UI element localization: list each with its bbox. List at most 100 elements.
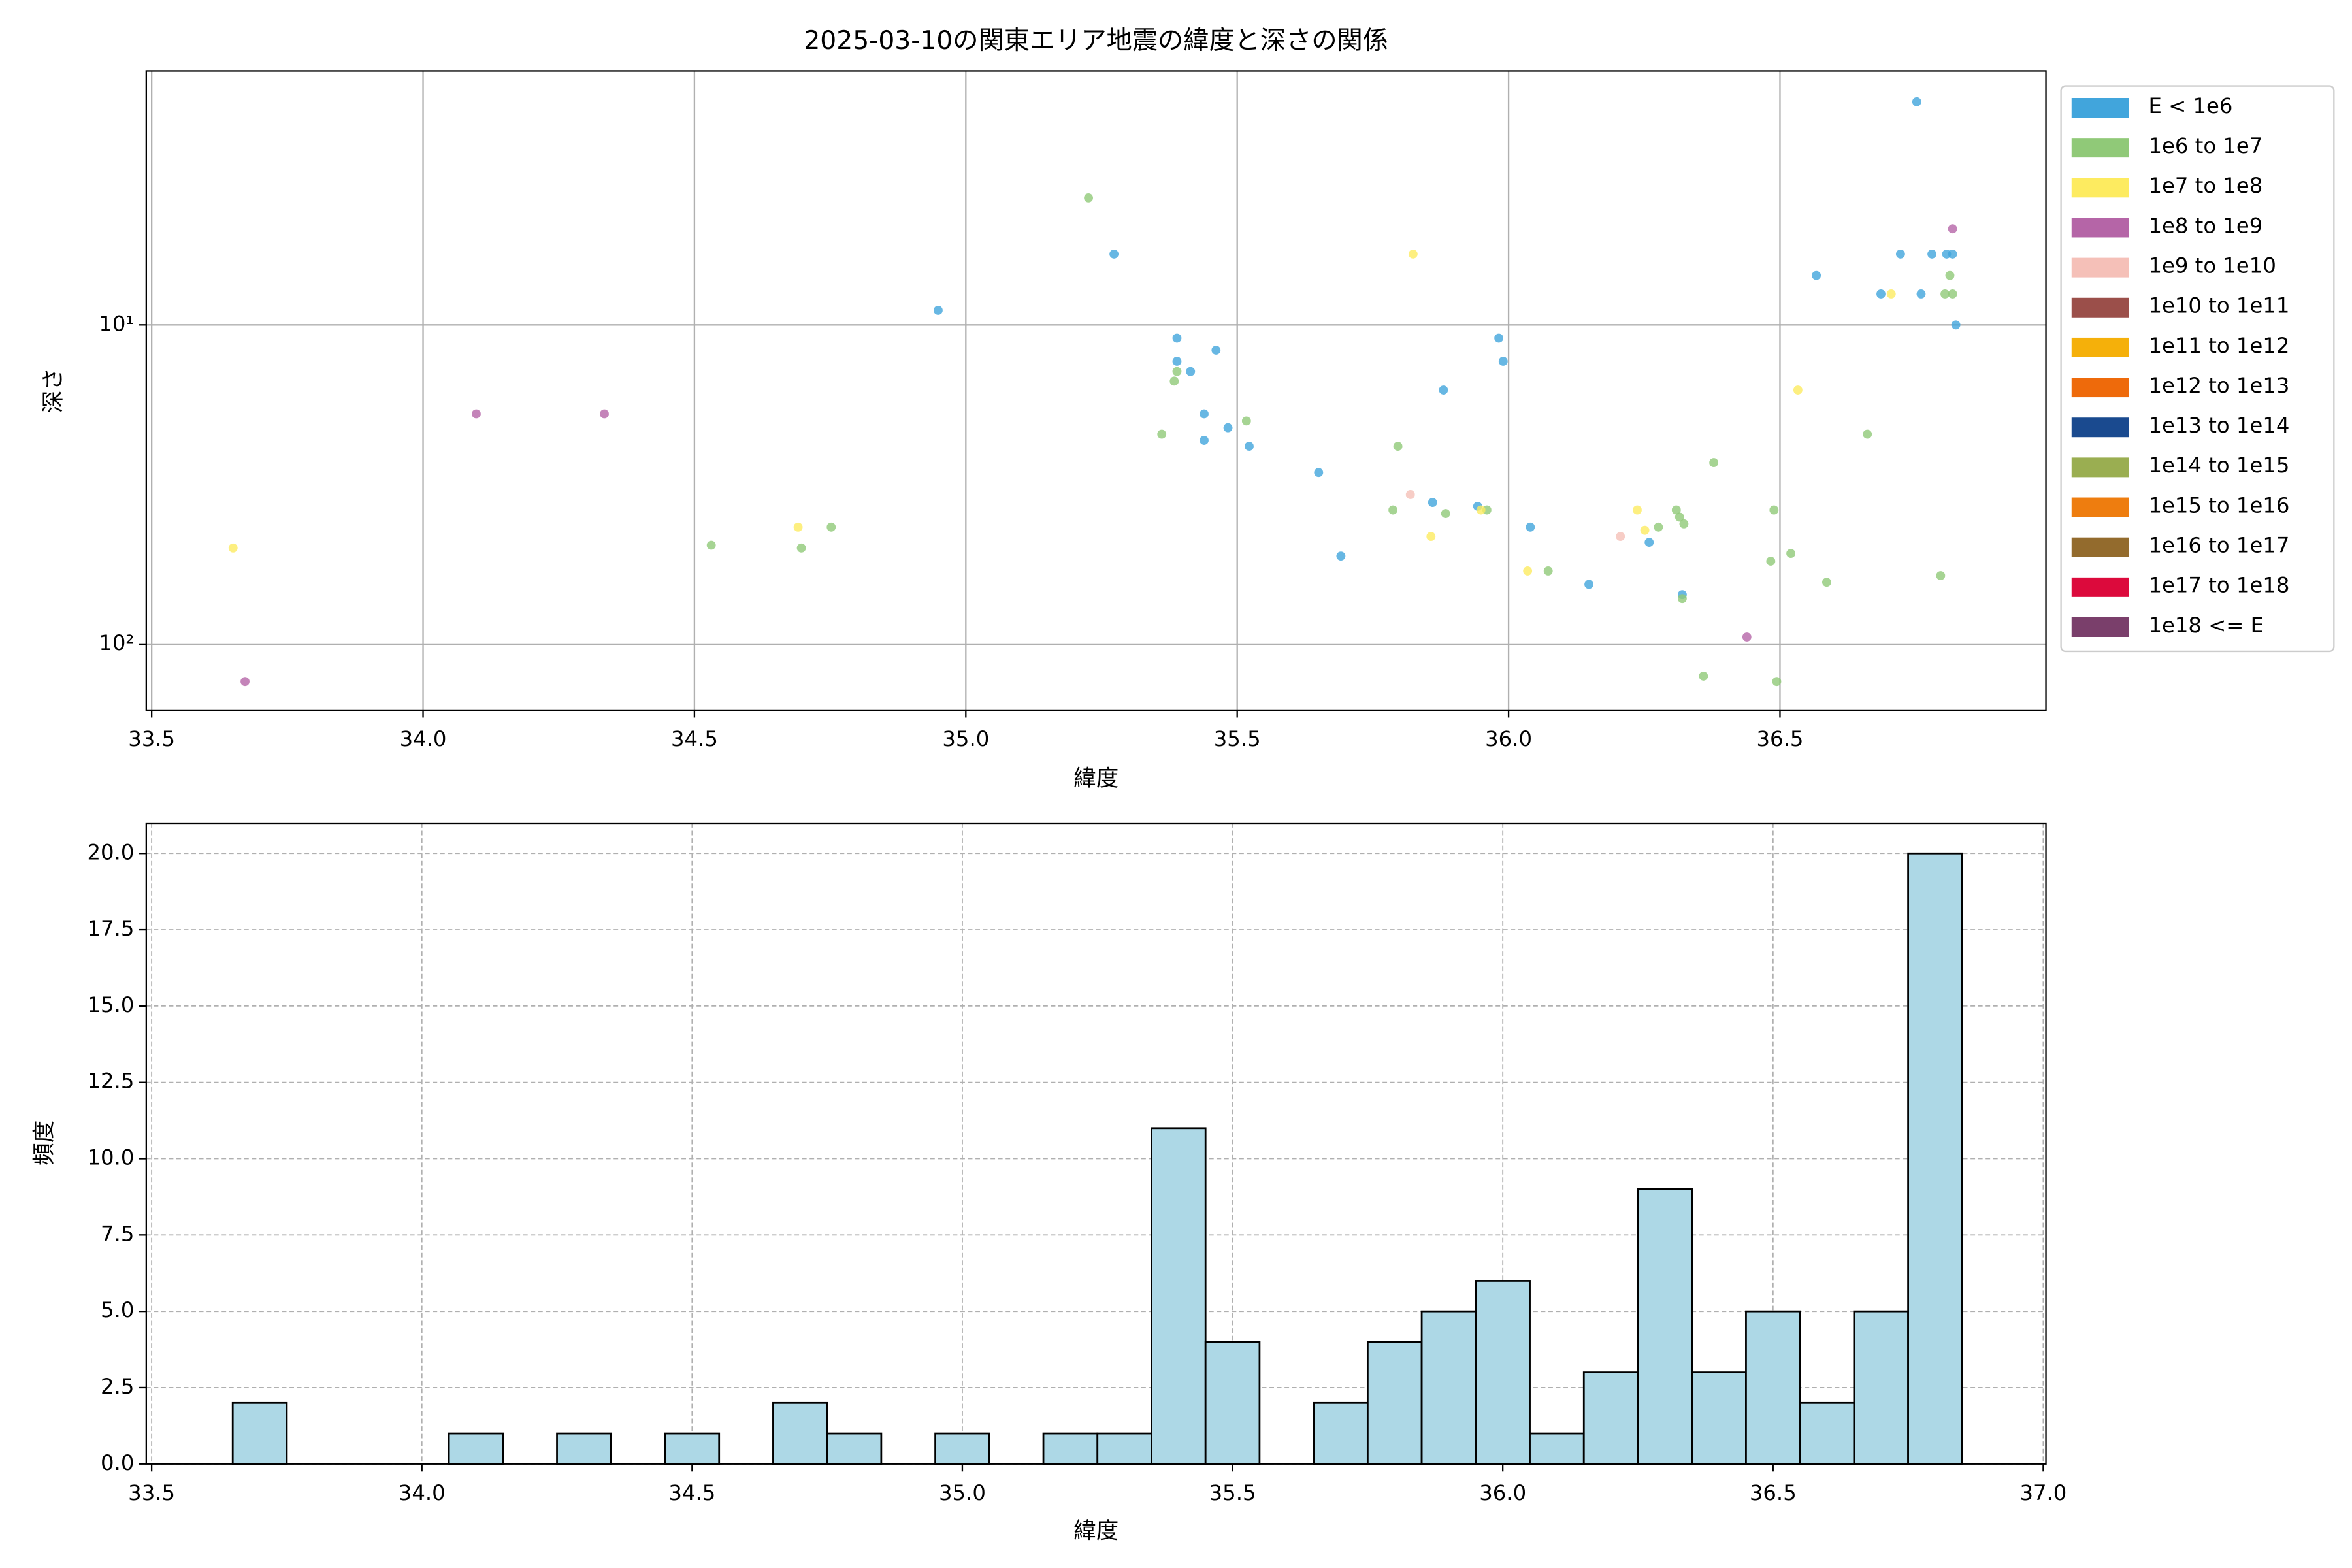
y-tick-label: 15.0 [87,992,134,1017]
x-axis-label: 緯度 [1073,1518,1119,1544]
scatter-point [1951,320,1961,330]
scatter-point [1441,509,1450,519]
histogram-bar [1096,1432,1152,1465]
legend-swatch [2071,378,2129,398]
scatter-point [1812,270,1821,280]
scatter-point [1945,270,1955,280]
scatter-point [1428,498,1437,508]
histogram-bar [231,1401,288,1465]
histogram-bar [1691,1371,1747,1465]
scatter-point [826,522,836,532]
scatter-point [1940,289,1950,299]
scatter-point [706,540,716,550]
scatter-point [240,677,250,687]
x-tick-label: 36.0 [1485,727,1532,751]
x-tick-label: 34.5 [668,1480,715,1505]
x-tick-label: 37.0 [2019,1480,2066,1505]
scatter-point [1336,551,1346,561]
legend-swatch [2071,537,2129,557]
histogram-bar [1637,1188,1693,1465]
legend-swatch [2071,497,2129,517]
scatter-point [1498,357,1508,366]
scatter-point [228,543,238,553]
legend-box [2060,85,2335,653]
histogram-bar [772,1401,828,1465]
scatter-point [1674,512,1684,522]
legend-label: 1e14 to 1e15 [2148,453,2289,478]
scatter-point [1916,289,1926,299]
x-tick-label: 33.5 [128,727,175,751]
y-tick-label: 7.5 [101,1221,134,1246]
histogram-bar [448,1432,504,1465]
legend-swatch [2071,138,2129,158]
y-tick-label: 12.5 [87,1069,134,1094]
histogram-bar [1042,1432,1099,1465]
histogram-bar [664,1432,721,1465]
histogram-bar [1529,1432,1585,1465]
scatter-point [1912,97,1921,106]
scatter-point [1426,532,1436,542]
legend-label: E < 1e6 [2148,93,2232,118]
x-tick-label: 35.0 [939,1480,986,1505]
histogram-bar [1799,1401,1855,1465]
scatter-point [1786,549,1795,559]
y-tick-label: 2.5 [101,1374,134,1399]
legend-label: 1e12 to 1e13 [2148,373,2289,398]
histogram-bar [1204,1341,1261,1465]
scatter-point [1948,289,1957,299]
scatter-point [1172,333,1182,343]
plot-frame [145,70,2047,711]
scatter-point [934,306,943,315]
legend-label: 1e9 to 1e10 [2148,253,2276,278]
scatter-point [1172,357,1182,366]
scatter-point [1211,346,1221,355]
legend-label: 1e6 to 1e7 [2148,133,2262,158]
legend-label: 1e18 <= E [2148,613,2264,638]
scatter-point [1633,505,1642,515]
x-tick-label: 34.5 [671,727,718,751]
y-tick-label: 17.5 [87,916,134,941]
histogram-bar [556,1432,612,1465]
histogram-bar [1420,1310,1477,1465]
scatter-point [796,543,806,553]
histogram-bar [826,1432,883,1465]
histogram-bar [1853,1310,1909,1465]
histogram-bar [1745,1310,1801,1465]
scatter-point [1699,671,1708,681]
legend-label: 1e16 to 1e17 [2148,533,2289,558]
legend-swatch [2071,297,2129,318]
scatter-point [1948,224,1957,234]
scatter-point [1523,566,1533,576]
legend-label: 1e17 to 1e18 [2148,573,2289,598]
scatter-point [1821,578,1831,587]
scatter-point [1200,436,1209,445]
scatter-point [1109,249,1119,259]
y-tick-label: 10² [99,630,134,655]
histogram-bar [934,1432,990,1465]
x-tick-label: 35.5 [1214,727,1261,751]
scatter-point [1886,289,1896,299]
scatter-point [1223,423,1233,433]
scatter-point [1671,505,1681,515]
histogram-bar [1582,1371,1639,1465]
scatter-point [1742,632,1752,642]
legend-swatch [2071,218,2129,238]
scatter-point [1526,522,1535,532]
scatter-point [1709,458,1719,467]
legend-swatch [2071,457,2129,478]
scatter-point [1895,249,1905,259]
histogram-bar [1475,1280,1531,1465]
scatter-point [1948,249,1957,259]
scatter-point [1172,367,1182,376]
legend-label: 1e13 to 1e14 [2148,413,2289,438]
legend-swatch [2071,617,2129,637]
scatter-point [1584,580,1593,589]
legend-label: 1e15 to 1e16 [2148,493,2289,517]
legend-swatch [2071,577,2129,597]
legend-label: 1e10 to 1e11 [2148,293,2289,318]
y-axis-label: 深さ [41,368,67,413]
scatter-point [1494,333,1504,343]
legend-swatch [2071,178,2129,198]
legend-swatch [2071,417,2129,438]
chart-title: 2025-03-10の関東エリア地震の緯度と深さの関係 [804,26,1388,56]
